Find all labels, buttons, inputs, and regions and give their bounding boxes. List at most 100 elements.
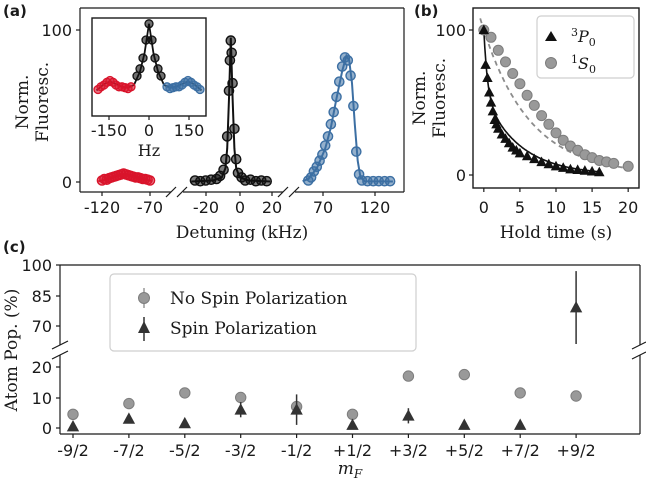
panel-c-break-left-a (51, 340, 69, 350)
point-no-spin-polarization-7 (458, 368, 470, 381)
panel-label-a: (a) (3, 2, 27, 20)
point-3P0-17 (536, 156, 547, 167)
legend-triangle-marker-c (138, 321, 150, 333)
point-blue-6 (319, 140, 331, 151)
point-inset-black-8 (156, 71, 166, 81)
point-black-22 (261, 175, 273, 187)
point-no-spin-polarization-6 (402, 370, 415, 382)
point-3P0-0 (478, 24, 490, 35)
panel-c-xtick-label-1: -7/2 (113, 441, 145, 460)
panel-c-ytick-label-70: 70 (32, 317, 52, 336)
panel-c-break-left-b (51, 350, 69, 360)
panel-b-xtick-label-5: 5 (515, 198, 525, 217)
panel-b-ytick-label-0: 0 (456, 166, 466, 185)
panel-a-ylabel-line2: Fluoresc. (33, 62, 53, 142)
point-spin-polarization-6 (402, 409, 415, 421)
point-spin-polarization-4 (290, 403, 303, 415)
point-no-spin-polarization-5 (346, 408, 359, 420)
point-black-12 (226, 47, 237, 59)
point-3P0-25 (594, 166, 605, 177)
point-3P0-15 (521, 150, 533, 161)
panel-b-xtick-label-20: 20 (618, 198, 638, 217)
point-3P0-3 (484, 86, 495, 97)
panel-a-xlabel: Detuning (kHz) (176, 223, 308, 243)
point-spin-polarization-5 (346, 418, 359, 430)
panel-b-xtick-label-0: 0 (479, 198, 489, 217)
panel-c-break-right-a (631, 341, 646, 350)
point-1S0-11 (557, 134, 569, 146)
point-1S0-8 (536, 110, 548, 122)
point-1S0-1 (485, 31, 497, 43)
panel-label-c: (c) (3, 238, 26, 256)
point-spin-polarization-1 (122, 412, 136, 424)
point-inset-black-1 (135, 64, 145, 74)
point-spin-polarization-3 (234, 403, 247, 415)
legend-label-3p0: 3P0 (571, 26, 596, 49)
point-3P0-16 (529, 153, 540, 164)
panel-a-inset: -150 0 150 Hz (91, 17, 207, 160)
point-blue-16 (348, 100, 359, 112)
panel-a-xtick-label-120: 120 (360, 198, 391, 217)
panel-a-ytick-label-100: 100 (41, 21, 72, 40)
point-1S0-19 (622, 160, 634, 172)
inset-xtick-label-neg150: -150 (91, 121, 127, 140)
point-3P0-22 (572, 164, 583, 175)
point-black-11 (225, 35, 237, 46)
panel-b-ylabel-line2: Fluoresc. (430, 58, 450, 138)
point-spin-polarization-8 (514, 418, 527, 430)
inset-points (93, 19, 205, 95)
point-3P0-24 (586, 165, 598, 176)
panel-a-xtick-label-20: 20 (262, 198, 282, 217)
inset-xlabel: Hz (138, 141, 160, 160)
panel-a-break-mark-2b (288, 186, 300, 198)
panel-label-b: (b) (414, 2, 438, 20)
panel-b-legend: 3P0 1S0 (536, 15, 635, 79)
point-blue-15 (345, 70, 356, 81)
panel-c: 100 85 70 20 10 0 Atom Pop. (%) -9/2 -7/2… (2, 256, 646, 481)
point-spin-polarization-0 (66, 419, 80, 432)
panel-a-break-mark-1a (165, 186, 177, 198)
panel-c-xtick-label-0: -9/2 (57, 441, 89, 460)
panel-c-legend-box (109, 273, 417, 352)
panel-c-ytick-label-100: 100 (21, 256, 52, 275)
panel-b-points (478, 24, 634, 177)
panel-c-legend: No Spin Polarization Spin Polarization (109, 273, 417, 352)
point-3P0-14 (514, 147, 526, 158)
point-blue-5 (317, 149, 328, 160)
panel-c-xtick-label-9: +9/2 (557, 441, 596, 460)
panel-c-xtick-label-6: +3/2 (389, 441, 428, 460)
panel-c-xtick-label-7: +5/2 (445, 441, 484, 460)
panel-a-points (96, 35, 396, 187)
panel-a-xtick-label-neg70: -70 (137, 198, 163, 217)
point-3P0-18 (543, 158, 555, 169)
panel-c-points (66, 271, 583, 432)
legend-label-1s0: 1S0 (571, 53, 596, 76)
point-no-spin-polarization-3 (235, 391, 247, 404)
panel-c-ytick-label-0: 0 (42, 419, 52, 438)
point-no-spin-polarization-8 (514, 387, 526, 399)
inset-xtick-label-150: 150 (174, 121, 205, 140)
panel-b-xlabel: Hold time (s) (500, 223, 613, 243)
point-1S0-10 (550, 127, 562, 139)
point-3P0-21 (565, 163, 576, 174)
point-blue-10 (331, 91, 342, 103)
panel-c-break-right-b (631, 351, 646, 360)
point-1S0-2 (492, 44, 504, 56)
inset-frame (91, 17, 207, 117)
panel-b-legend-box (536, 15, 635, 79)
point-inset-black-4 (144, 19, 154, 29)
point-1S0-9 (543, 118, 555, 130)
point-inset-black-5 (147, 35, 157, 45)
point-3P0-2 (482, 72, 493, 82)
panel-c-xtick-label-8: +7/2 (501, 441, 540, 460)
point-1S0-4 (507, 68, 519, 79)
point-spin-polarization-9 (569, 301, 583, 313)
panel-a-xtick-label-neg120: -120 (84, 198, 120, 217)
legend-triangle-marker-b (545, 31, 557, 41)
point-black-14 (229, 123, 240, 135)
legend-label-spin-polarization: Spin Polarization (170, 319, 317, 339)
panel-a-ytick-label-0: 0 (62, 173, 72, 192)
panel-b: 0 100 Norm. Fluoresc. 0 5 10 15 20 Hold time… (410, 7, 640, 243)
